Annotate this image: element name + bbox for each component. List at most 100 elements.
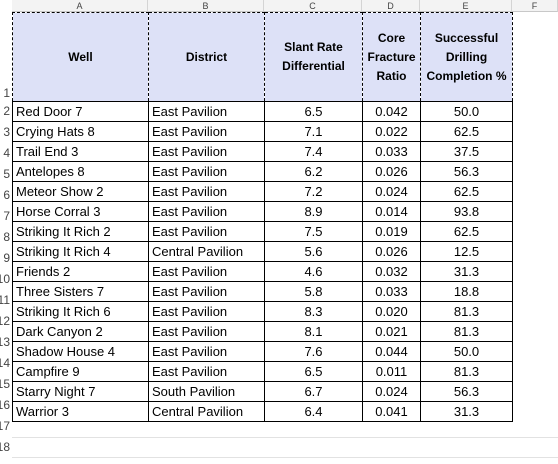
cell-slant-rate[interactable]: 5.6 [264, 241, 363, 262]
cell-well[interactable]: Friends 2 [12, 261, 149, 282]
cell-district[interactable]: East Pavilion [148, 281, 265, 302]
cell-completion[interactable]: 81.3 [420, 301, 513, 322]
cell-slant-rate[interactable]: 5.8 [264, 281, 363, 302]
row-number[interactable]: 2 [3, 104, 10, 118]
cell-slant-rate[interactable]: 6.2 [264, 161, 363, 182]
row-number[interactable]: 11 [0, 293, 10, 307]
row-number[interactable]: 7 [3, 209, 10, 223]
cell-fracture-ratio[interactable]: 0.021 [362, 321, 421, 342]
cell-fracture-ratio[interactable]: 0.024 [362, 381, 421, 402]
cell-fracture-ratio[interactable]: 0.026 [362, 161, 421, 182]
cell-well[interactable]: Three Sisters 7 [12, 281, 149, 302]
cell-completion[interactable]: 31.3 [420, 261, 513, 282]
header-slant-rate-differential[interactable]: Slant Rate Differential [264, 12, 363, 102]
header-core-fracture-ratio[interactable]: Core Fracture Ratio [362, 12, 421, 102]
header-district[interactable]: District [148, 12, 265, 102]
column-header-d[interactable]: D [362, 0, 420, 12]
cell-fracture-ratio[interactable]: 0.024 [362, 181, 421, 202]
cell-district[interactable]: East Pavilion [148, 141, 265, 162]
row-number[interactable]: 6 [3, 188, 10, 202]
cell-completion[interactable]: 62.5 [420, 221, 513, 242]
cell-completion[interactable]: 50.0 [420, 101, 513, 122]
cell-slant-rate[interactable]: 7.2 [264, 181, 363, 202]
cell-slant-rate[interactable]: 8.1 [264, 321, 363, 342]
cell-fracture-ratio[interactable]: 0.032 [362, 261, 421, 282]
cell-district[interactable]: East Pavilion [148, 181, 265, 202]
cell-district[interactable]: East Pavilion [148, 341, 265, 362]
cell-district[interactable]: East Pavilion [148, 361, 265, 382]
cell-slant-rate[interactable]: 6.5 [264, 361, 363, 382]
cell-slant-rate[interactable]: 6.4 [264, 401, 363, 422]
cell-completion[interactable]: 37.5 [420, 141, 513, 162]
column-header-b[interactable]: B [148, 0, 264, 12]
cell-fracture-ratio[interactable]: 0.033 [362, 141, 421, 162]
cell-well[interactable]: Red Door 7 [12, 101, 149, 122]
cell-well[interactable]: Crying Hats 8 [12, 121, 149, 142]
cell-completion[interactable]: 31.3 [420, 401, 513, 422]
cell-district[interactable]: East Pavilion [148, 101, 265, 122]
cell-fracture-ratio[interactable]: 0.026 [362, 241, 421, 262]
cell-well[interactable]: Antelopes 8 [12, 161, 149, 182]
cell-completion[interactable]: 56.3 [420, 161, 513, 182]
cell-fracture-ratio[interactable]: 0.011 [362, 361, 421, 382]
cell-completion[interactable]: 56.3 [420, 381, 513, 402]
cell-completion[interactable]: 50.0 [420, 341, 513, 362]
cell-fracture-ratio[interactable]: 0.041 [362, 401, 421, 422]
cell-well[interactable]: Striking It Rich 6 [12, 301, 149, 322]
row-number[interactable]: 12 [0, 314, 10, 328]
cell-fracture-ratio[interactable]: 0.020 [362, 301, 421, 322]
row-number[interactable]: 9 [3, 251, 10, 265]
cell-slant-rate[interactable]: 8.9 [264, 201, 363, 222]
cell-slant-rate[interactable]: 7.1 [264, 121, 363, 142]
cell-slant-rate[interactable]: 7.4 [264, 141, 363, 162]
cell-district[interactable]: East Pavilion [148, 201, 265, 222]
cell-slant-rate[interactable]: 4.6 [264, 261, 363, 282]
column-header-e[interactable]: E [420, 0, 512, 12]
cell-well[interactable]: Striking It Rich 4 [12, 241, 149, 262]
cell-completion[interactable]: 62.5 [420, 121, 513, 142]
cell-district[interactable]: East Pavilion [148, 301, 265, 322]
cell-district[interactable]: East Pavilion [148, 221, 265, 242]
row-number[interactable]: 14 [0, 356, 10, 370]
cell-well[interactable]: Campfire 9 [12, 361, 149, 382]
row-number[interactable]: 17 [0, 419, 10, 433]
cell-well[interactable]: Warrior 3 [12, 401, 149, 422]
cell-slant-rate[interactable]: 6.7 [264, 381, 363, 402]
cell-fracture-ratio[interactable]: 0.022 [362, 121, 421, 142]
row-number[interactable]: 3 [3, 125, 10, 139]
cell-district[interactable]: East Pavilion [148, 321, 265, 342]
row-number[interactable]: 13 [0, 335, 10, 349]
row-number[interactable]: 18 [0, 440, 10, 454]
cell-well[interactable]: Shadow House 4 [12, 341, 149, 362]
cell-completion[interactable]: 81.3 [420, 321, 513, 342]
cell-well[interactable]: Meteor Show 2 [12, 181, 149, 202]
cell-slant-rate[interactable]: 7.5 [264, 221, 363, 242]
header-well[interactable]: Well [12, 12, 149, 102]
cell-well[interactable]: Trail End 3 [12, 141, 149, 162]
row-number[interactable]: 1 [3, 86, 10, 100]
column-header-c[interactable]: C [264, 0, 362, 12]
cell-well[interactable]: Striking It Rich 2 [12, 221, 149, 242]
cell-slant-rate[interactable]: 7.6 [264, 341, 363, 362]
cell-well[interactable]: Starry Night 7 [12, 381, 149, 402]
row-number[interactable]: 8 [3, 230, 10, 244]
row-number[interactable]: 5 [3, 167, 10, 181]
row-number[interactable]: 10 [0, 272, 10, 286]
cell-district[interactable]: East Pavilion [148, 161, 265, 182]
column-header-f[interactable]: F [512, 0, 558, 12]
cell-completion[interactable]: 18.8 [420, 281, 513, 302]
cell-fracture-ratio[interactable]: 0.042 [362, 101, 421, 122]
cell-completion[interactable]: 93.8 [420, 201, 513, 222]
cell-completion[interactable]: 81.3 [420, 361, 513, 382]
cell-district[interactable]: South Pavilion [148, 381, 265, 402]
cell-slant-rate[interactable]: 8.3 [264, 301, 363, 322]
row-number[interactable]: 15 [0, 377, 10, 391]
cell-district[interactable]: East Pavilion [148, 121, 265, 142]
cell-fracture-ratio[interactable]: 0.014 [362, 201, 421, 222]
cell-fracture-ratio[interactable]: 0.044 [362, 341, 421, 362]
cell-well[interactable]: Dark Canyon 2 [12, 321, 149, 342]
row-number[interactable]: 16 [0, 398, 10, 412]
cell-slant-rate[interactable]: 6.5 [264, 101, 363, 122]
header-successful-drilling-completion[interactable]: Successful Drilling Completion % [420, 12, 513, 102]
cell-district[interactable]: East Pavilion [148, 261, 265, 282]
